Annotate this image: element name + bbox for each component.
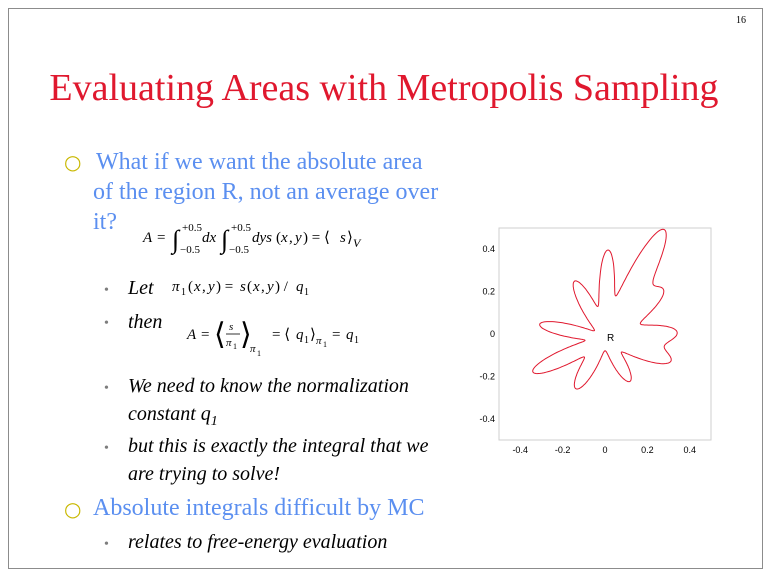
sub-2-label: then — [128, 311, 163, 333]
sub-1-label: Let — [128, 277, 154, 299]
svg-text:1: 1 — [233, 342, 237, 351]
svg-text:= ⟨: = ⟨ — [272, 327, 290, 343]
x-tick-label: 0 — [602, 445, 607, 455]
point-2-text: Absolute integrals difficult by MC — [93, 495, 425, 521]
y-tick-label: -0.2 — [479, 371, 495, 381]
svg-text:⟩: ⟩ — [347, 230, 353, 246]
sub-5-text: relates to free-energy evaluation — [128, 531, 388, 553]
y-tick-label: 0.2 — [482, 287, 495, 297]
y-tick-label: 0 — [490, 329, 495, 339]
svg-text:,: , — [261, 279, 265, 295]
svg-text:1: 1 — [304, 287, 309, 298]
y-tick-label: -0.4 — [479, 414, 495, 424]
svg-text:s: s — [240, 279, 246, 295]
svg-text:=: = — [157, 230, 165, 246]
bullet-ring-icon: ○ — [64, 497, 82, 521]
sub-3-line-2: constant q1 — [128, 403, 218, 429]
svg-text:⟩: ⟩ — [310, 327, 316, 343]
svg-text:q: q — [296, 327, 304, 343]
svg-text:π: π — [226, 337, 232, 349]
svg-text:V: V — [353, 236, 362, 250]
svg-text:dys: dys — [252, 230, 272, 246]
sub-3-subscript: 1 — [210, 414, 218, 429]
svg-text:1: 1 — [354, 335, 359, 346]
svg-text:y: y — [293, 230, 302, 246]
svg-text:q: q — [346, 327, 354, 343]
eq-a: A — [142, 230, 153, 246]
svg-text:) = ⟨: ) = ⟨ — [303, 230, 330, 246]
svg-text:∫: ∫ — [219, 225, 230, 255]
x-tick-label: -0.4 — [512, 445, 528, 455]
svg-text:(: ( — [276, 230, 281, 246]
region-r-plot: 0.4 0.2 0 -0.2 -0.4 -0.4 -0.2 0 0.2 0.4 R — [479, 227, 712, 455]
svg-text:s: s — [340, 230, 346, 246]
svg-text:−0.5: −0.5 — [180, 244, 200, 256]
page-number: 16 — [736, 15, 746, 26]
svg-text:−0.5: −0.5 — [229, 244, 249, 256]
plot-frame — [498, 227, 712, 441]
region-label: R — [607, 333, 614, 344]
svg-text:x: x — [193, 279, 201, 295]
sub-4-line-1: but this is exactly the integral that we — [128, 435, 429, 457]
svg-text:1: 1 — [181, 287, 186, 298]
svg-text:s: s — [229, 321, 233, 333]
svg-text:(: ( — [188, 279, 193, 295]
svg-text:) =: ) = — [216, 279, 233, 295]
svg-text:,: , — [289, 230, 293, 246]
svg-text:⟩: ⟩ — [240, 318, 252, 351]
svg-text:⟨: ⟨ — [214, 318, 226, 351]
point-1-line-3: it? — [93, 209, 117, 235]
svg-text:x: x — [280, 230, 288, 246]
x-tick-label: 0.2 — [641, 445, 654, 455]
svg-text:π: π — [172, 279, 180, 295]
svg-text:π: π — [250, 343, 256, 355]
svg-text:y: y — [206, 279, 215, 295]
region-boundary-curve — [532, 228, 678, 390]
svg-text:1: 1 — [304, 335, 309, 346]
x-tick-label: 0.4 — [684, 445, 697, 455]
svg-text:,: , — [202, 279, 206, 295]
svg-text:+0.5: +0.5 — [231, 222, 251, 234]
sub-4-line-2: are trying to solve! — [128, 463, 281, 485]
bullet-dot-icon: • — [104, 441, 109, 456]
x-tick-labels: -0.4 -0.2 0 0.2 0.4 — [512, 445, 696, 455]
y-tick-labels: 0.4 0.2 0 -0.2 -0.4 — [479, 244, 495, 424]
svg-text:π: π — [316, 335, 322, 347]
x-tick-label: -0.2 — [555, 445, 571, 455]
point-1-line-1: What if we want the absolute area — [96, 149, 423, 175]
svg-text:+0.5: +0.5 — [182, 222, 202, 234]
svg-text:) /: ) / — [275, 279, 289, 295]
svg-text:=: = — [201, 327, 209, 343]
bullet-dot-icon: • — [104, 283, 109, 298]
svg-text:q: q — [296, 279, 304, 295]
svg-text:(: ( — [247, 279, 252, 295]
bullet-ring-icon: ○ — [64, 150, 82, 174]
svg-text:1: 1 — [323, 340, 327, 349]
svg-text:A: A — [186, 327, 197, 343]
y-tick-label: 0.4 — [482, 244, 495, 254]
svg-text:y: y — [265, 279, 274, 295]
bullet-dot-icon: • — [104, 537, 109, 552]
point-1-line-2: of the region R, not an average over — [93, 179, 439, 205]
sub-3-line-1: We need to know the normalization — [128, 375, 409, 397]
bullet-dot-icon: • — [104, 316, 109, 331]
equation-area-integral: A = ∫ +0.5 −0.5 dx ∫ +0.5 −0.5 dys ( x ,… — [142, 222, 362, 256]
svg-text:x: x — [252, 279, 260, 295]
slide-frame — [8, 8, 763, 569]
bullet-dot-icon: • — [104, 381, 109, 396]
svg-text:1: 1 — [257, 349, 261, 358]
svg-text:=: = — [332, 327, 340, 343]
svg-text:dx: dx — [202, 230, 217, 246]
slide-title: Evaluating Areas with Metropolis Samplin… — [49, 67, 719, 109]
svg-text:∫: ∫ — [170, 225, 181, 255]
